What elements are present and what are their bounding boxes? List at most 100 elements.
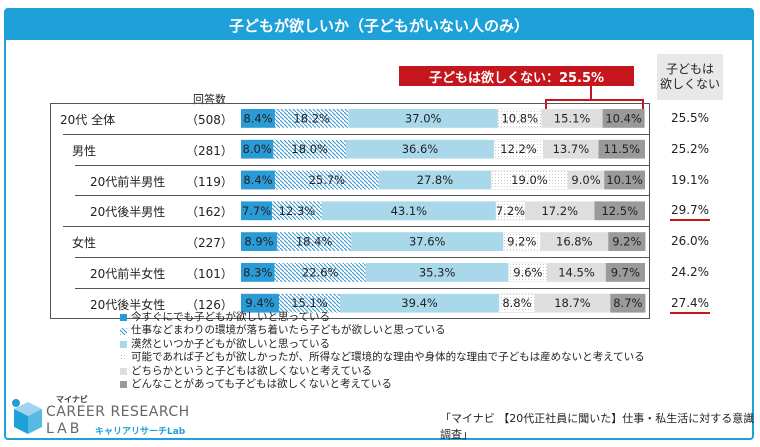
row-count: （281） bbox=[186, 143, 233, 158]
legend-swatch bbox=[120, 314, 127, 322]
not-want-value: 29.7% bbox=[670, 203, 710, 218]
bar-segment bbox=[348, 109, 498, 128]
bar-value-label: 10.8% bbox=[501, 111, 538, 125]
bar-value-label: 12.2% bbox=[500, 142, 537, 156]
bar-segment bbox=[604, 170, 645, 190]
bar-value-label: 22.6% bbox=[302, 265, 339, 279]
row-divider bbox=[75, 257, 650, 258]
bar-segment bbox=[321, 201, 496, 221]
bar-value-label: 9.2% bbox=[507, 235, 536, 249]
bar-value-label: 39.4% bbox=[401, 296, 438, 310]
bar-value-label: 7.2% bbox=[496, 204, 525, 218]
bar-value-label: 19.0% bbox=[511, 173, 548, 187]
legend-label: どちらかというと子どもは欲しくないと考えている bbox=[131, 364, 372, 377]
bar-value-label: 25.7% bbox=[309, 173, 346, 187]
highlight-underline bbox=[670, 219, 710, 222]
bar-value-label: 8.4% bbox=[243, 173, 272, 187]
row-count: （162） bbox=[186, 205, 233, 220]
bar-value-label: 7.7% bbox=[242, 204, 271, 218]
bar-value-label: 16.8% bbox=[556, 235, 593, 249]
bar-value-label: 8.7% bbox=[613, 296, 642, 310]
bar-value-label: 12.5% bbox=[601, 204, 638, 218]
row-count: （508） bbox=[186, 113, 233, 127]
bar-value-label: 8.0% bbox=[243, 142, 272, 156]
row-label: 20代 全体 bbox=[60, 113, 116, 127]
not-want-value: 25.2% bbox=[670, 141, 710, 156]
not-want-value: 25.5% bbox=[670, 111, 710, 125]
bar-segment bbox=[273, 139, 347, 159]
bar-segment bbox=[241, 232, 277, 251]
legend-label: 仕事などまわりの環境が落ち着いたら子どもが欲しいと思っている bbox=[131, 324, 446, 337]
bar-value-label: 10.1% bbox=[606, 173, 643, 187]
row-label: 20代前半女性 bbox=[90, 267, 166, 281]
bar-segment bbox=[497, 108, 542, 129]
logo-cube-icon bbox=[12, 399, 42, 434]
bar-segment bbox=[365, 263, 509, 282]
bar-segment bbox=[274, 170, 379, 190]
bar-segment bbox=[547, 263, 606, 282]
bar-segment bbox=[534, 293, 611, 313]
bar-segment bbox=[378, 170, 492, 190]
row-divider bbox=[63, 133, 650, 135]
legend-swatch bbox=[120, 354, 127, 362]
bar-value-label: 9.6% bbox=[513, 265, 542, 279]
bar-value-label: 8.3% bbox=[243, 265, 272, 279]
bar-value-label: 12.3% bbox=[279, 204, 316, 218]
row-label: 女性 bbox=[72, 236, 97, 251]
legend-swatch bbox=[120, 367, 127, 375]
table-frame bbox=[50, 103, 650, 319]
side-header: 子どもは 欲しくない bbox=[657, 54, 723, 100]
bar-segment bbox=[490, 170, 569, 190]
legend-item: 漠然といつか子どもが欲しいと思っている bbox=[120, 338, 645, 351]
bar-value-label: 9.7% bbox=[611, 265, 640, 279]
bar-segment bbox=[567, 170, 605, 190]
bar-value-label: 35.3% bbox=[419, 265, 456, 279]
row-count: （119） bbox=[186, 174, 233, 189]
bar-segment bbox=[241, 139, 274, 159]
side-header-line2: 欲しくない bbox=[659, 77, 720, 91]
legend-label: 今すぐにでも子どもが欲しいと思っている bbox=[131, 311, 330, 323]
row-count: （227） bbox=[186, 236, 233, 251]
bar-segment bbox=[598, 139, 645, 159]
not-want-value: 27.4% bbox=[670, 295, 710, 310]
bar-segment bbox=[241, 170, 275, 190]
row-label: 20代前半男性 bbox=[90, 174, 166, 189]
callout-not-want: 子どもは欲しくない：25.5% bbox=[399, 66, 634, 86]
legend-swatch bbox=[120, 341, 127, 349]
bar-segment bbox=[351, 232, 504, 251]
bar-value-label: 8.4% bbox=[243, 111, 272, 125]
bar-value-label: 36.6% bbox=[402, 142, 439, 156]
bar-segment bbox=[608, 232, 646, 251]
bar-value-label: 14.5% bbox=[558, 265, 595, 279]
logo-lab: LAB bbox=[46, 421, 83, 437]
bar-segment bbox=[241, 109, 275, 128]
bar-segment bbox=[241, 201, 273, 221]
bar-segment bbox=[605, 263, 645, 282]
bar-value-label: 13.7% bbox=[553, 142, 590, 156]
logo-brand: マイナビ bbox=[56, 395, 88, 404]
bar-value-label: 8.8% bbox=[502, 296, 531, 310]
row-label: 20代後半女性 bbox=[90, 297, 166, 312]
row-label: 男性 bbox=[72, 143, 97, 158]
bar-segment bbox=[594, 201, 645, 221]
logo-sub: キャリアリサーチLab bbox=[95, 427, 186, 437]
row-divider bbox=[75, 287, 650, 289]
bar-segment bbox=[541, 109, 603, 128]
bar-segment bbox=[346, 139, 494, 159]
bar-value-label: 18.4% bbox=[296, 235, 333, 249]
bar-value-label: 9.0% bbox=[571, 173, 600, 187]
row-divider bbox=[75, 164, 650, 166]
bar-value-label: 37.6% bbox=[409, 235, 446, 249]
bar-segment bbox=[241, 293, 279, 313]
bar-segment bbox=[274, 263, 366, 282]
bar-value-label: 18.0% bbox=[291, 142, 328, 156]
row-divider bbox=[63, 226, 650, 228]
legend-item: 今すぐにでも子どもが欲しいと思っている bbox=[120, 311, 645, 324]
bar-value-label: 9.4% bbox=[245, 296, 274, 310]
legend-label: 可能であれば子どもが欲しかったが、所得など環境的な理由や身体的な理由で子どもは産… bbox=[131, 351, 645, 364]
bar-segment bbox=[525, 201, 595, 221]
legend: 今すぐにでも子どもが欲しいと思っている 仕事などまわりの環境が落ち着いたら子どもが… bbox=[120, 311, 645, 391]
bar-segment bbox=[278, 293, 340, 313]
bar-segment bbox=[540, 232, 609, 251]
